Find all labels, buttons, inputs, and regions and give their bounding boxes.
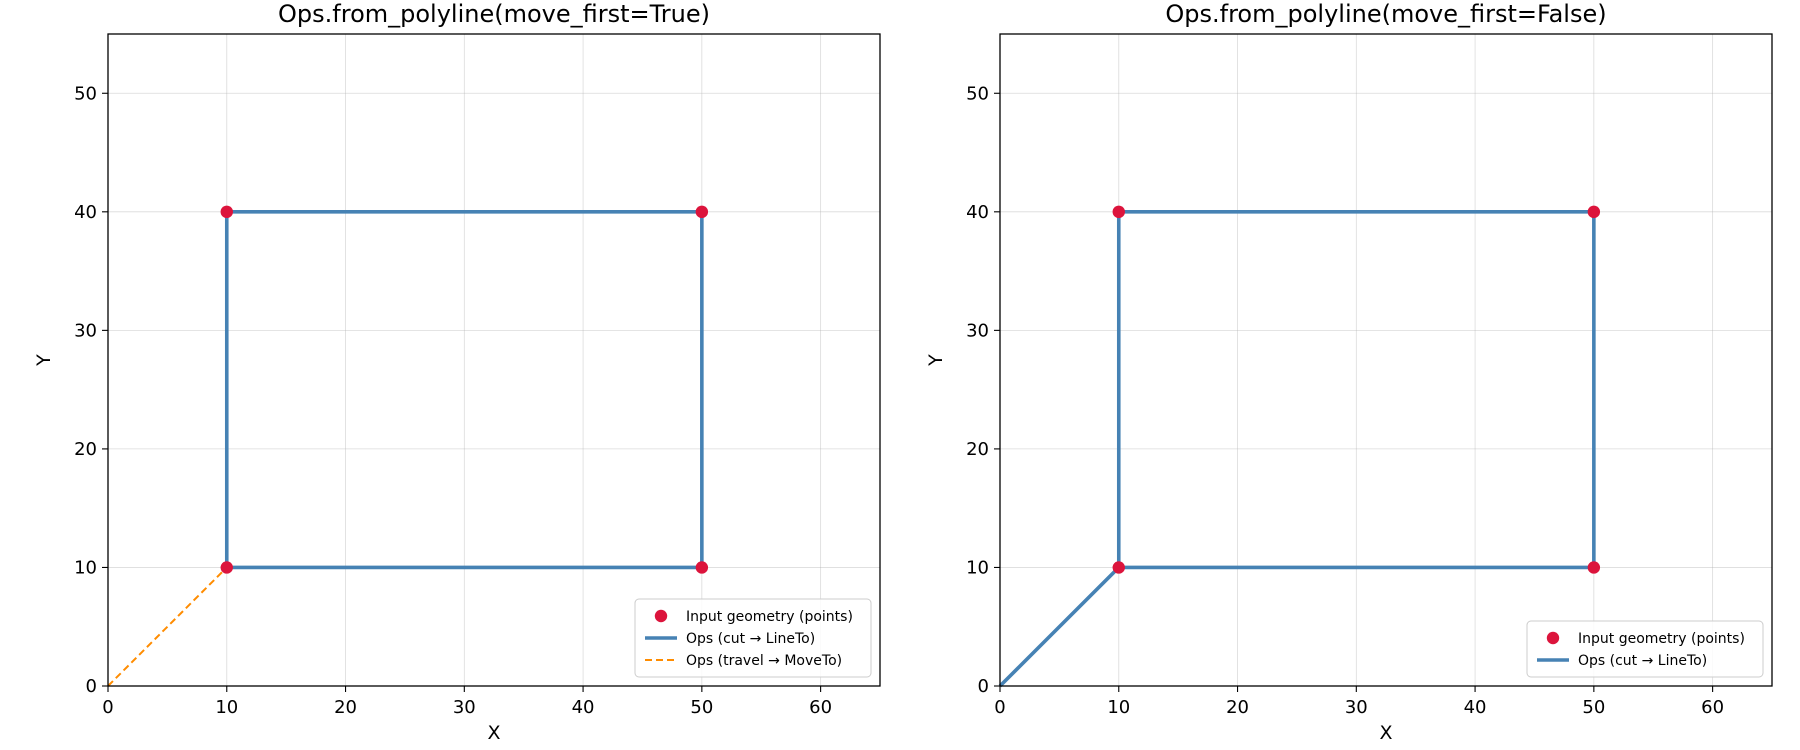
input-point-marker [220,205,233,219]
plot-frame [107,33,881,687]
y-tick-label: 40 [966,202,989,223]
input-point-marker [695,561,709,574]
y-tick-label: 10 [966,557,989,578]
legend-marker-points [1546,631,1560,645]
legend: Input geometry (points) Ops (cut → LineTo… [634,598,872,678]
legend-entry-label: Input geometry (points) [686,609,853,625]
legend-entry-label: Ops (travel → MoveTo) [686,653,842,669]
input-point-marker [220,561,233,574]
chart-title: Ops.from_polyline(move_first=True) [278,0,710,28]
x-tick-label: 30 [453,697,476,718]
input-point-marker [695,205,709,219]
travel-path-line [107,566,228,687]
chart-panel-1: 0 10 20 30 40 50 60 0 10 20 30 40 50 Ops.from_polylin… [33,0,881,744]
x-tick-label: 60 [809,697,832,718]
chart-title: Ops.from_polyline(move_first=False) [1165,0,1606,28]
y-tick-label: 30 [74,320,97,341]
x-tick-label: 30 [1345,697,1368,718]
input-point-marker [1587,561,1601,574]
x-tick-label: 20 [1226,697,1249,718]
plot-frame [999,33,1773,687]
x-tick-label: 10 [1107,697,1130,718]
x-axis-label: X [1379,722,1392,744]
x-axis-label: X [487,722,500,744]
y-tick-label: 0 [978,676,989,697]
legend-entry-label: Ops (cut → LineTo) [686,631,815,647]
legend-box [1526,620,1764,678]
legend: Input geometry (points) Ops (cut → LineTo… [1526,620,1764,678]
y-tick-label: 30 [966,320,989,341]
y-tick-label: 20 [74,439,97,460]
chart-panel-2: 0 10 20 30 40 50 60 0 10 20 30 40 50 Ops.from_polylin… [925,0,1773,744]
y-tick-label: 40 [74,202,97,223]
y-tick-label: 50 [966,83,989,104]
x-tick-label: 20 [334,697,357,718]
legend-box [634,598,872,678]
y-tick-label: 10 [74,557,97,578]
legend-entry-label: Input geometry (points) [1578,631,1745,647]
x-tick-label: 50 [690,697,713,718]
y-axis-label: Y [33,354,55,367]
y-tick-label: 0 [86,676,97,697]
y-axis-label: Y [925,354,947,367]
cut-path-line [998,210,1596,688]
x-tick-label: 0 [102,697,113,718]
x-tick-label: 10 [215,697,238,718]
x-tick-label: 0 [994,697,1005,718]
y-tick-label: 20 [966,439,989,460]
legend-entry-label: Ops (cut → LineTo) [1578,653,1707,669]
input-point-marker [1112,561,1125,574]
y-tick-label: 50 [74,83,97,104]
x-tick-label: 50 [1582,697,1605,718]
x-tick-label: 60 [1701,697,1724,718]
input-point-marker [1587,205,1601,219]
legend-marker-points [654,609,668,623]
input-point-marker [1112,205,1125,219]
x-tick-label: 40 [1464,697,1487,718]
x-tick-label: 40 [572,697,595,718]
